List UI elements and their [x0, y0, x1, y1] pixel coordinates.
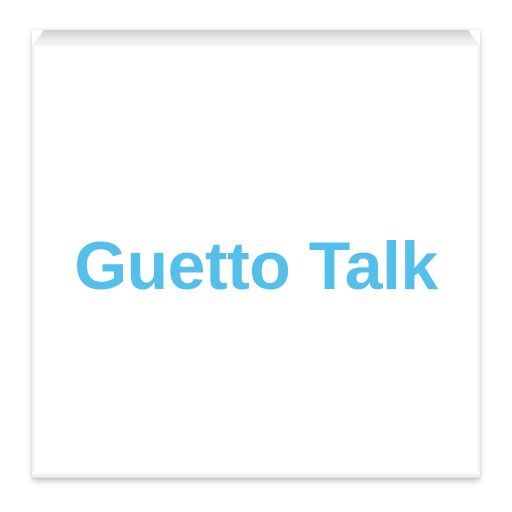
tile-left-bevel	[32, 46, 36, 478]
app-title: Guetto Talk	[74, 228, 438, 304]
app-icon-tile[interactable]: Guetto Talk	[32, 30, 480, 478]
tile-right-bevel	[476, 46, 480, 478]
tile-bottom-bevel	[32, 472, 480, 478]
tile-shadow	[34, 474, 478, 484]
tile-top-bevel	[32, 30, 480, 46]
